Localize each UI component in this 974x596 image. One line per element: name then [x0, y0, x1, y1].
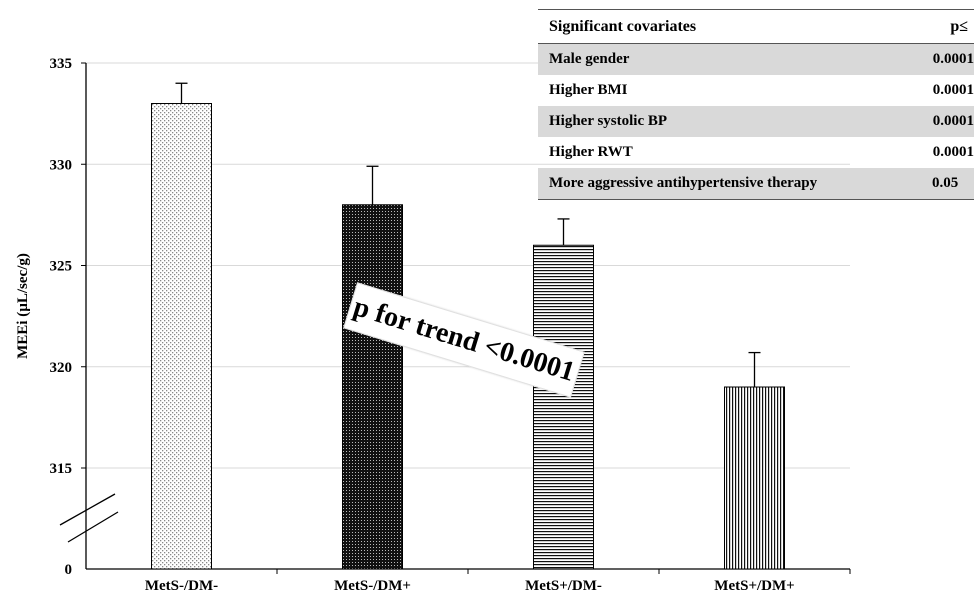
table-row: Higher RWT 0.0001 [538, 137, 974, 168]
axes [59, 62, 851, 574]
axis-labels: 335 330 325 320 315 0 MetS-/DM- MetS-/DM+ MetS+/… [15, 56, 795, 594]
y-axis-label: MEEi (µL/sec/g) [15, 253, 31, 359]
axis-break-mark [59, 493, 116, 526]
covariate-p: 0.0001 [932, 82, 974, 98]
covariate-name: Higher BMI [549, 82, 628, 98]
p-header: p≤ [905, 9, 974, 44]
covariate-name: Higher systolic BP [538, 106, 906, 137]
table-row: Higher BMI 0.0001 [538, 75, 974, 106]
table-row: Male gender 0.0001 [538, 43, 974, 75]
axis-break-mark [67, 511, 119, 543]
bar [342, 204, 403, 570]
covariate-p: 0.0001 [932, 144, 974, 160]
bar [724, 386, 785, 570]
y-tick-label: 320 [50, 360, 73, 376]
covariate-p: 0.0001 [905, 106, 974, 137]
bars [151, 82, 785, 570]
y-tick-label: 330 [50, 157, 73, 173]
covariates-header: Significant covariates [538, 9, 906, 44]
covariate-name: More aggressive antihypertensive therapy [538, 168, 906, 200]
category-label: MetS+/DM+ [714, 578, 794, 594]
covariate-p: 0.05 [905, 168, 974, 200]
bar [151, 103, 212, 570]
y-tick-label: 0 [65, 562, 73, 578]
y-tick-label: 315 [50, 461, 73, 477]
category-label: MetS-/DM- [145, 578, 218, 594]
covariate-name: Male gender [538, 43, 906, 75]
category-label: MetS+/DM- [525, 578, 602, 594]
table-row: More aggressive antihypertensive therapy… [538, 168, 974, 200]
y-tick-label: 325 [50, 259, 73, 275]
category-label: MetS-/DM+ [334, 578, 411, 594]
covariate-p: 0.0001 [905, 43, 974, 75]
y-tick-label: 335 [50, 56, 73, 72]
table-row: Higher systolic BP 0.0001 [538, 106, 974, 137]
covariates-table: Significant covariates p≤ Male gender 0.… [538, 9, 974, 200]
bar [533, 244, 594, 570]
table-header-row: Significant covariates p≤ [538, 9, 974, 44]
covariate-name: Higher RWT [549, 144, 633, 160]
